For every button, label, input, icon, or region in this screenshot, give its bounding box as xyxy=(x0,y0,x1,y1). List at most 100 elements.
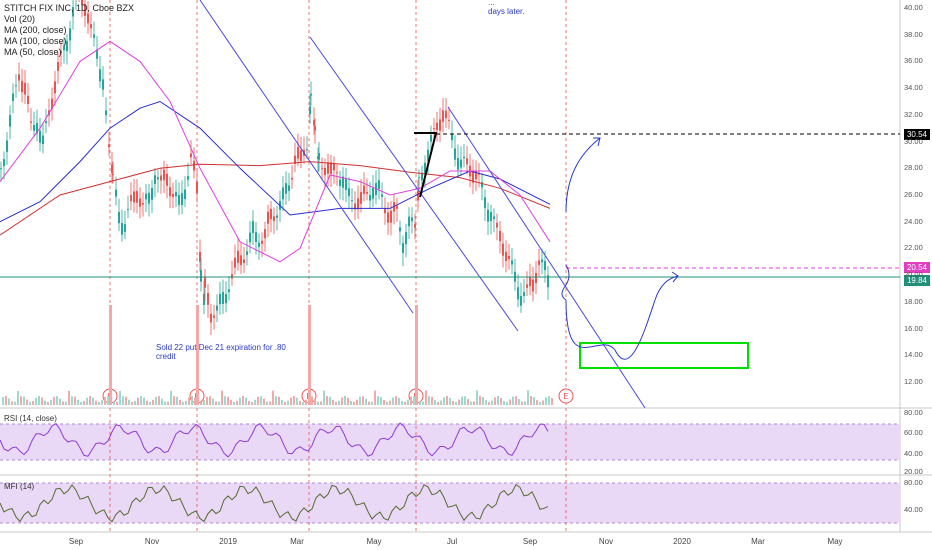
time-tick-label: Nov xyxy=(598,537,614,546)
candle-body xyxy=(96,49,98,59)
candle-body xyxy=(181,193,183,206)
channel-line xyxy=(447,106,646,409)
candle-body xyxy=(54,81,56,94)
candle-body xyxy=(414,224,416,228)
bear-path xyxy=(565,275,679,360)
top-annotation-line2: days later. xyxy=(488,7,525,16)
mfi-pane-label[interactable]: MFI (14) xyxy=(4,482,35,491)
candle-body xyxy=(175,191,177,197)
legend-symbol[interactable]: STITCH FIX INC, 1D, Cboe BZX xyxy=(4,3,135,13)
volume-bar xyxy=(152,399,154,405)
legend-volume[interactable]: Vol (20) xyxy=(4,14,36,24)
candle-body xyxy=(231,274,233,279)
candle-body xyxy=(9,115,11,127)
volume-bar xyxy=(482,396,484,405)
volume-bar xyxy=(161,398,163,405)
volume-bar xyxy=(320,401,322,405)
candle-body xyxy=(178,194,180,205)
volume-bar xyxy=(116,401,118,405)
time-tick-label: 2020 xyxy=(673,537,691,546)
price-tick-label: 16.00 xyxy=(904,323,923,333)
put-annotation-line2: credit xyxy=(156,352,176,361)
candle-body xyxy=(105,110,107,116)
volume-bar xyxy=(5,396,7,405)
candle-body xyxy=(81,0,83,6)
volume-bar xyxy=(185,400,187,405)
volume-spike xyxy=(308,305,311,405)
top-annotation[interactable]: ... days later. xyxy=(488,0,524,16)
price-tick-label: 32.00 xyxy=(904,109,923,119)
candle-body xyxy=(139,198,141,207)
candle-body xyxy=(472,170,474,183)
candle-body xyxy=(252,221,254,234)
volume-bar xyxy=(56,396,58,405)
bear-arrow xyxy=(671,271,679,283)
candle-body xyxy=(314,126,316,131)
volume-bar xyxy=(506,401,508,405)
candle-body xyxy=(424,162,426,175)
volume-bar xyxy=(140,396,142,405)
candle-body xyxy=(163,169,165,181)
candle-body xyxy=(115,189,117,197)
volume-bar xyxy=(428,396,430,405)
put-annotation[interactable]: Sold 22 put Dec 21 expiration for .80 cr… xyxy=(156,343,286,361)
earnings-marker xyxy=(558,388,574,404)
candle-body xyxy=(288,185,290,191)
candle-body xyxy=(496,222,498,228)
candle-body xyxy=(243,259,245,264)
candle-body xyxy=(309,106,311,115)
volume-bar xyxy=(431,396,433,405)
candle-body xyxy=(121,223,123,235)
ma100-line xyxy=(0,100,551,223)
candle-body xyxy=(463,157,465,159)
candle-body xyxy=(234,257,236,268)
candle-body xyxy=(505,251,507,262)
volume-bar xyxy=(260,396,262,405)
candle-body xyxy=(285,183,287,194)
candle-body xyxy=(196,181,198,194)
volume-bar xyxy=(188,397,190,405)
channel-line xyxy=(309,36,519,332)
candle-body xyxy=(0,168,2,170)
volume-bar xyxy=(338,400,340,405)
candle-body xyxy=(160,175,162,181)
mfi-tick-label: 80.00 xyxy=(904,478,923,487)
candle-body xyxy=(84,3,86,16)
candle-body xyxy=(27,95,29,104)
volume-bar xyxy=(284,401,286,405)
volume-bar xyxy=(395,396,397,405)
candle-body xyxy=(520,296,522,306)
volume-bar xyxy=(302,401,304,405)
chart-legend: STITCH FIX INC, 1D, Cboe BZX Vol (20) MA… xyxy=(4,3,134,58)
candle-body xyxy=(366,191,368,194)
volume-bar xyxy=(311,396,313,405)
candle-body xyxy=(33,125,35,131)
rsi-pane-label[interactable]: RSI (14, close) xyxy=(4,414,57,423)
volume-bar xyxy=(377,396,379,405)
volume-bar xyxy=(530,396,532,405)
volume-bar xyxy=(512,396,514,405)
candle-body xyxy=(439,119,441,131)
candle-body xyxy=(408,216,410,227)
volume-bar xyxy=(521,401,523,405)
candle-body xyxy=(12,93,14,101)
volume-bar xyxy=(389,400,391,405)
volume-bar xyxy=(365,398,367,405)
legend-ma50[interactable]: MA (50, close) xyxy=(4,47,62,57)
volume-bar xyxy=(299,400,301,405)
volume-bar xyxy=(386,401,388,405)
price-tag-30-54: 30.54 xyxy=(904,129,930,140)
volume-bar xyxy=(443,397,445,405)
put-annotation-line1: Sold 22 put Dec 21 expiration for .80 xyxy=(156,343,286,352)
volume-bar xyxy=(341,397,343,405)
legend-ma100[interactable]: MA (100, close) xyxy=(4,36,67,46)
legend-ma200[interactable]: MA (200, close) xyxy=(4,25,67,35)
volume-bar xyxy=(440,400,442,405)
candle-body xyxy=(193,160,195,171)
volume-bar xyxy=(503,401,505,405)
candle-body xyxy=(291,177,293,180)
candle-body xyxy=(442,110,444,122)
volume-bar xyxy=(476,390,478,405)
candle-body xyxy=(246,251,248,256)
